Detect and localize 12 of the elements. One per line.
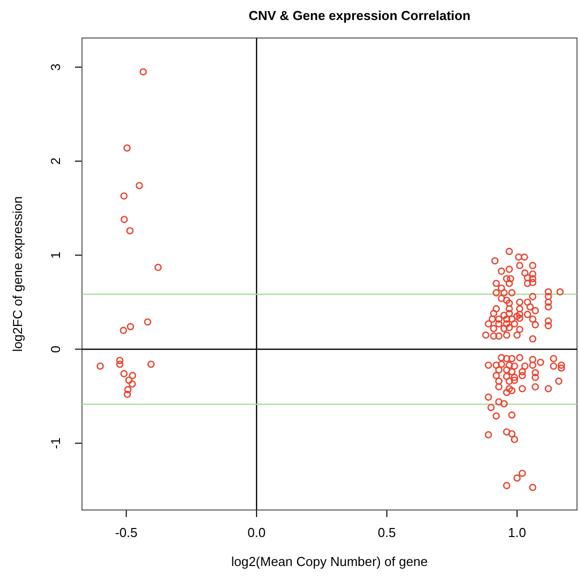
- x-tick-label: 1.0: [508, 524, 526, 540]
- x-tick-label: -0.5: [115, 524, 138, 540]
- y-tick-label: -1: [48, 437, 63, 450]
- y-tick-label: 1: [48, 252, 63, 259]
- x-tick-label: 0.0: [248, 524, 266, 540]
- y-tick-label: 2: [48, 158, 63, 165]
- x-tick-label: 0.5: [378, 524, 396, 540]
- y-tick-label: 0: [48, 346, 63, 353]
- chart-title: CNV & Gene expression Correlation: [248, 8, 470, 23]
- y-axis-title: log2FC of gene expression: [10, 196, 25, 352]
- y-tick-label: 3: [48, 64, 63, 71]
- x-axis-title: log2(Mean Copy Number) of gene: [231, 554, 428, 569]
